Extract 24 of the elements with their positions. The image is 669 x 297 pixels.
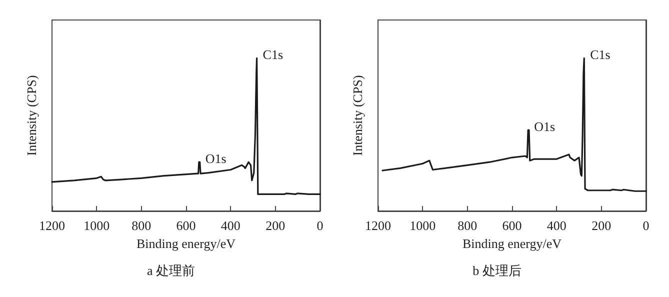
text: a 处理前 bbox=[146, 263, 196, 278]
x-tick-label: 1200 bbox=[365, 218, 391, 233]
x-tick-label: 1000 bbox=[410, 218, 436, 233]
x-tick-label: 800 bbox=[458, 218, 478, 233]
y-axis-title: Intensity (CPS) bbox=[24, 75, 39, 156]
annotation: O1s bbox=[205, 151, 226, 166]
x-tick-label: 1000 bbox=[84, 218, 110, 233]
x-axis-title: Binding energy/eV bbox=[136, 236, 236, 251]
annotation: O1s bbox=[534, 119, 556, 134]
text: b 处理后 bbox=[472, 263, 522, 278]
x-tick-label: 600 bbox=[176, 218, 196, 233]
x-tick-label: 0 bbox=[316, 218, 324, 233]
x-tick-label: 200 bbox=[266, 218, 286, 233]
x-axis-title: Binding energy/eV bbox=[462, 236, 562, 251]
x-tick-label: 800 bbox=[132, 218, 152, 233]
x-tick-label: 400 bbox=[220, 218, 240, 233]
y-axis-title: Intensity (CPS) bbox=[350, 75, 365, 156]
x-tick-label: 200 bbox=[592, 218, 612, 233]
x-tick-label: 0 bbox=[642, 218, 650, 233]
annotation: C1s bbox=[590, 47, 610, 62]
x-tick-label: 1200 bbox=[39, 218, 65, 233]
x-tick-label: 400 bbox=[546, 218, 566, 233]
annotation: C1s bbox=[262, 47, 284, 62]
x-tick-label: 600 bbox=[502, 218, 522, 233]
